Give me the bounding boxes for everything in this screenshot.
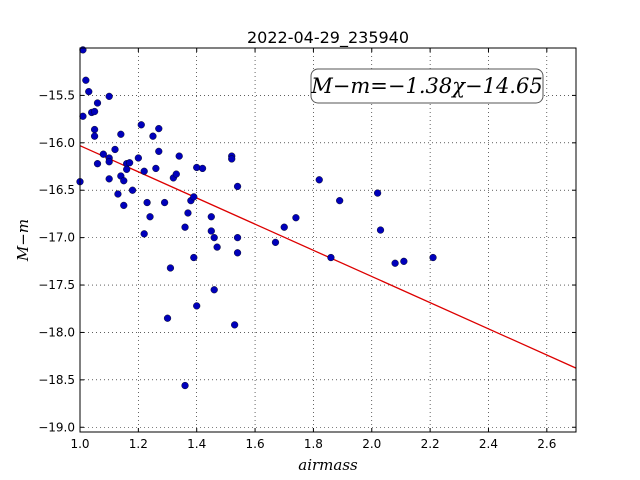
data-point bbox=[211, 286, 218, 293]
data-point bbox=[94, 160, 101, 167]
y-tick-label: −16.5 bbox=[38, 183, 75, 197]
data-point bbox=[155, 125, 162, 132]
data-point bbox=[208, 213, 215, 220]
data-point bbox=[211, 234, 218, 241]
y-tick-label: −19.0 bbox=[38, 420, 75, 434]
data-point bbox=[155, 148, 162, 155]
data-point bbox=[129, 187, 136, 194]
data-point bbox=[328, 254, 335, 261]
data-point bbox=[234, 249, 241, 256]
x-tick-label: 2.2 bbox=[421, 437, 440, 451]
data-point bbox=[80, 113, 87, 120]
data-point bbox=[167, 265, 174, 272]
data-point bbox=[117, 131, 124, 138]
data-point bbox=[120, 177, 127, 184]
data-point bbox=[430, 254, 437, 261]
data-point bbox=[141, 230, 148, 237]
data-point bbox=[316, 176, 323, 183]
data-point bbox=[112, 146, 119, 153]
data-point bbox=[150, 133, 157, 140]
y-tick-label: −18.0 bbox=[38, 325, 75, 339]
data-point bbox=[135, 155, 142, 162]
y-tick-label: −17.0 bbox=[38, 231, 75, 245]
data-point bbox=[106, 158, 113, 165]
data-point bbox=[106, 93, 113, 100]
data-point bbox=[164, 315, 171, 322]
data-point bbox=[94, 100, 101, 107]
data-point bbox=[234, 234, 241, 241]
data-point bbox=[214, 244, 221, 251]
x-tick-label: 1.2 bbox=[129, 437, 148, 451]
data-point bbox=[91, 126, 98, 133]
data-point bbox=[228, 156, 235, 163]
data-point bbox=[193, 302, 200, 309]
y-axis-label: M−m bbox=[14, 219, 32, 262]
data-point bbox=[85, 88, 92, 95]
data-point bbox=[152, 165, 159, 172]
data-point bbox=[173, 171, 180, 178]
data-point bbox=[115, 191, 122, 198]
data-point bbox=[374, 190, 381, 197]
y-tick-label: −17.5 bbox=[38, 278, 75, 292]
data-point bbox=[293, 214, 300, 221]
data-point bbox=[126, 159, 133, 166]
data-point bbox=[138, 121, 145, 128]
chart-title: 2022-04-29_235940 bbox=[247, 28, 409, 48]
data-point bbox=[100, 151, 107, 158]
data-point bbox=[120, 202, 127, 209]
data-point bbox=[91, 108, 98, 115]
data-point bbox=[234, 183, 241, 190]
data-point bbox=[400, 258, 407, 265]
x-tick-label: 1.6 bbox=[246, 437, 265, 451]
x-tick-label: 1.0 bbox=[70, 437, 89, 451]
data-point bbox=[161, 199, 168, 206]
x-tick-label: 1.8 bbox=[304, 437, 323, 451]
data-point bbox=[199, 165, 206, 172]
equation-annotation: M−m=−1.38χ−14.65 bbox=[310, 74, 542, 98]
data-point bbox=[185, 210, 192, 217]
data-point bbox=[190, 193, 197, 200]
data-point bbox=[82, 77, 89, 84]
data-point bbox=[176, 153, 183, 160]
data-point bbox=[377, 227, 384, 234]
data-point bbox=[144, 199, 151, 206]
data-point bbox=[231, 321, 238, 328]
x-tick-label: 2.0 bbox=[362, 437, 381, 451]
y-tick-label: −18.5 bbox=[38, 373, 75, 387]
y-tick-label: −16.0 bbox=[38, 136, 75, 150]
data-point bbox=[336, 197, 343, 204]
data-point bbox=[392, 260, 399, 267]
x-tick-label: 2.6 bbox=[537, 437, 556, 451]
x-axis-label: airmass bbox=[298, 456, 358, 474]
data-point bbox=[190, 254, 197, 261]
data-point bbox=[208, 228, 215, 235]
y-tick-label: −15.5 bbox=[38, 88, 75, 102]
data-point bbox=[272, 239, 279, 246]
data-point bbox=[147, 213, 154, 220]
data-point bbox=[182, 224, 189, 231]
data-point bbox=[141, 168, 148, 175]
data-point bbox=[182, 382, 189, 389]
data-point bbox=[106, 175, 113, 182]
x-tick-label: 1.4 bbox=[187, 437, 206, 451]
x-tick-label: 2.4 bbox=[479, 437, 498, 451]
data-point bbox=[123, 166, 130, 173]
data-point bbox=[91, 133, 98, 140]
data-point bbox=[281, 224, 288, 231]
